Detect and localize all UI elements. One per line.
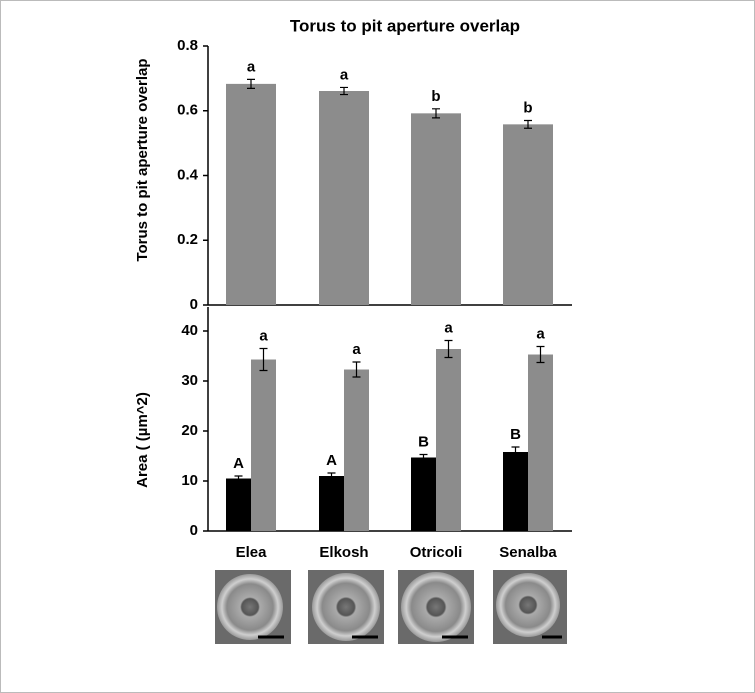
error-bar	[327, 472, 336, 480]
significance-label: b	[431, 88, 440, 105]
y-tick-label: 0.8	[177, 37, 198, 54]
bar	[528, 354, 553, 531]
y-axis-label: Torus to pit aperture overlap	[134, 58, 151, 261]
error-bar	[511, 446, 520, 458]
error-bar	[432, 108, 440, 119]
significance-label: A	[233, 455, 244, 472]
micrograph-pit	[496, 573, 560, 637]
bar	[251, 359, 276, 531]
bar	[226, 478, 251, 531]
significance-label: a	[536, 325, 545, 342]
error-bar	[247, 78, 255, 90]
micrograph-pit	[401, 572, 471, 642]
error-bar	[352, 361, 361, 378]
chart-title: Torus to pit aperture overlap	[290, 16, 520, 35]
bar	[411, 457, 436, 531]
micrograph-pit	[217, 574, 283, 640]
significance-label: b	[523, 99, 532, 116]
significance-label: a	[340, 66, 349, 83]
y-tick-label: 0.4	[177, 166, 199, 183]
bar	[411, 113, 461, 305]
bar	[319, 91, 369, 305]
micrographs	[215, 570, 567, 644]
x-tick-label: Otricoli	[410, 544, 463, 561]
y-tick-label: 10	[181, 472, 198, 489]
error-bar	[259, 347, 268, 372]
significance-label: B	[418, 433, 429, 450]
bar	[436, 349, 461, 531]
error-bar	[536, 345, 545, 364]
significance-label: a	[247, 58, 256, 75]
y-tick-label: 0	[190, 296, 198, 313]
bar	[503, 452, 528, 531]
error-bar	[234, 475, 243, 482]
y-tick-label: 0.2	[177, 231, 198, 248]
y-tick-label: 20	[181, 422, 198, 439]
y-tick-label: 0.6	[177, 102, 198, 119]
error-bar	[524, 119, 532, 129]
y-tick-label: 0	[190, 522, 198, 539]
significance-label: B	[510, 426, 521, 443]
bar	[344, 369, 369, 531]
significance-label: a	[444, 319, 453, 336]
significance-label: a	[352, 341, 361, 358]
error-bar	[444, 339, 453, 359]
y-tick-label: 40	[181, 322, 198, 339]
error-bar	[419, 453, 428, 462]
error-bar	[340, 86, 348, 96]
bar	[226, 83, 276, 305]
micrograph-pit	[312, 573, 380, 641]
significance-label: A	[326, 452, 337, 469]
significance-label: a	[259, 327, 268, 344]
x-tick-label: Senalba	[499, 544, 557, 561]
y-tick-label: 30	[181, 372, 198, 389]
bar	[503, 124, 553, 305]
x-tick-label: Elea	[236, 544, 268, 561]
bar	[319, 476, 344, 531]
y-axis-label: Area ( (µm^2)	[134, 392, 151, 488]
x-tick-label: Elkosh	[319, 544, 368, 561]
